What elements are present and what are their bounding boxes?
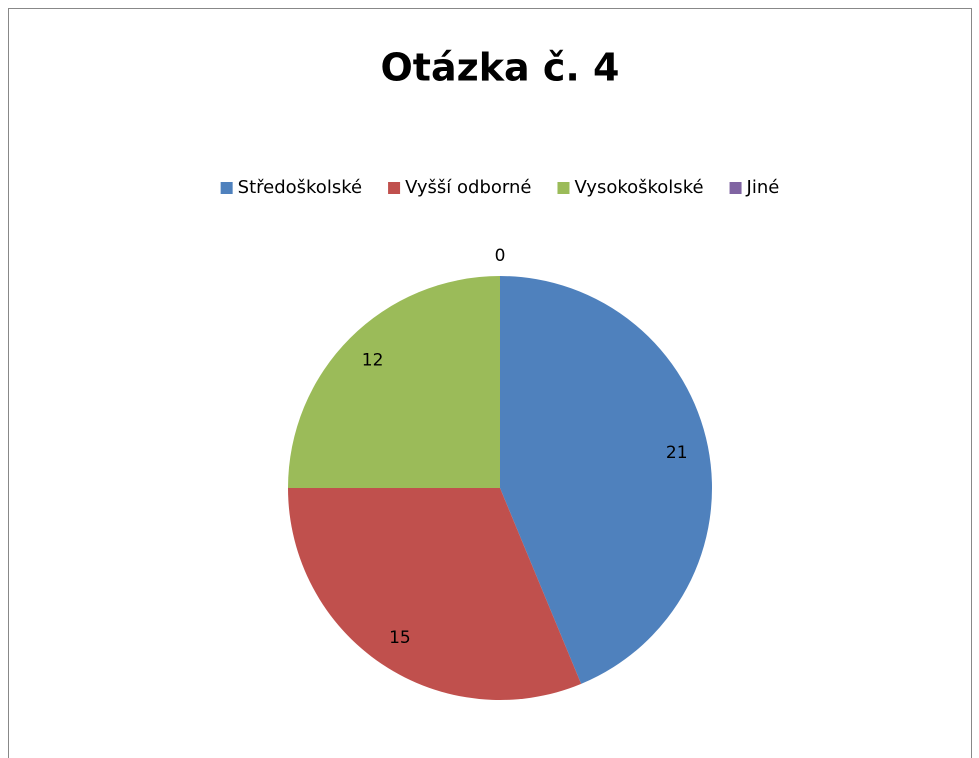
legend-swatch [220,182,233,194]
legend-swatch [388,182,401,194]
legend-label: Vysokoškolské [574,177,703,198]
data-label: 0 [495,246,506,266]
data-label: 12 [362,351,384,371]
pie-slice [288,276,500,488]
legend-swatch [729,182,742,194]
data-label: 15 [389,628,411,648]
legend-swatch [557,182,570,194]
legend-label: Středoškolské [238,177,362,198]
pie-slice [288,488,582,701]
legend-label: Jiné [746,177,780,198]
chart-title: Otázka č. 4 [380,46,619,90]
legend-label: Vyšší odborné [405,177,531,198]
pie-slice [500,276,713,684]
data-label: 21 [666,443,688,463]
